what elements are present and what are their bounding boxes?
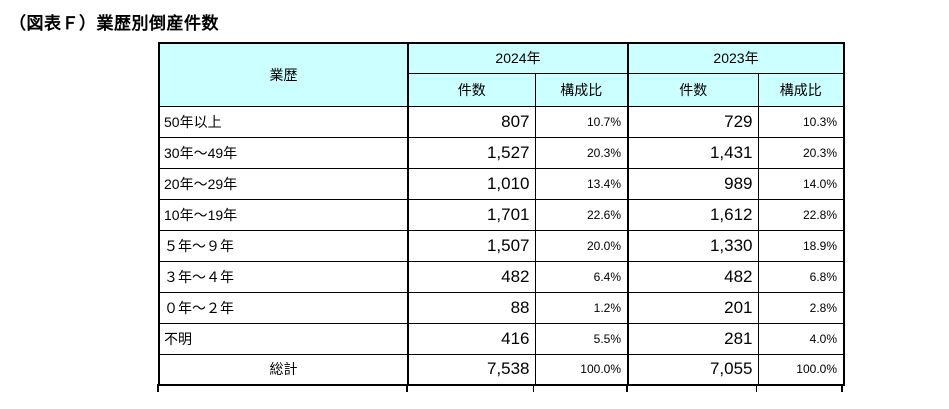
header-cell-year-2023: 2023年: [627, 42, 845, 74]
cases-2024-cell: 482: [407, 260, 536, 293]
share-2024-cell: 10.7%: [534, 105, 629, 138]
row-label-cell: 50年以上: [158, 105, 409, 138]
row-label-cell: ３年～４年: [158, 260, 409, 293]
share-2024-cell: 5.5%: [534, 322, 629, 355]
table-row: ０年～２年 88 1.2% 201 2.8%: [158, 291, 845, 324]
row-label-cell: ０年～２年: [158, 291, 409, 324]
cases-2024-cell: 88: [407, 291, 536, 324]
total-share-2024-cell: 100.0%: [534, 353, 629, 386]
table-header: 業歴 2024年 2023年 件数 構成比 件数 構成比: [158, 42, 845, 107]
cases-2023-cell: 1,330: [627, 229, 759, 262]
share-2023-cell: 10.3%: [757, 105, 845, 138]
cropped-border-stub: [533, 384, 534, 392]
table-row: 10年～19年 1,701 22.6% 1,612 22.8%: [158, 198, 845, 231]
share-2024-cell: 6.4%: [534, 260, 629, 293]
table-header-row-years: 業歴 2024年 2023年: [158, 42, 845, 107]
cases-2024-cell: 1,701: [407, 198, 536, 231]
header-cell-cases-2024: 件数: [407, 72, 536, 107]
cases-2024-cell: 807: [407, 105, 536, 138]
cases-2023-cell: 729: [627, 105, 759, 138]
total-share-2023-cell: 100.0%: [757, 353, 845, 386]
share-2024-cell: 20.3%: [534, 136, 629, 169]
row-label-cell: 不明: [158, 322, 409, 355]
header-cell-cases-2023: 件数: [627, 72, 759, 107]
cases-2024-cell: 1,527: [407, 136, 536, 169]
share-2023-cell: 4.0%: [757, 322, 845, 355]
table-row: ３年～４年 482 6.4% 482 6.8%: [158, 260, 845, 293]
share-2023-cell: 18.9%: [757, 229, 845, 262]
share-2023-cell: 14.0%: [757, 167, 845, 200]
table-row: 50年以上 807 10.7% 729 10.3%: [158, 105, 845, 138]
share-2024-cell: 22.6%: [534, 198, 629, 231]
share-2024-cell: 20.0%: [534, 229, 629, 262]
cases-2024-cell: 1,010: [407, 167, 536, 200]
bankruptcy-by-business-age-table: 業歴 2024年 2023年 件数 構成比 件数 構成比 50年以上 807 1…: [158, 42, 845, 386]
table-row: 30年～49年 1,527 20.3% 1,431 20.3%: [158, 136, 845, 169]
cases-2024-cell: 1,507: [407, 229, 536, 262]
table-body: 50年以上 807 10.7% 729 10.3% 30年～49年 1,527 …: [158, 105, 845, 386]
share-2024-cell: 13.4%: [534, 167, 629, 200]
cases-2023-cell: 989: [627, 167, 759, 200]
cases-2023-cell: 201: [627, 291, 759, 324]
share-2024-cell: 1.2%: [534, 291, 629, 324]
table-header-row-measures: 件数 構成比 件数 構成比: [159, 72, 845, 107]
cropped-border-stub: [157, 384, 159, 392]
cases-2023-cell: 1,431: [627, 136, 759, 169]
page-title: （図表Ｆ）業歴別倒産件数: [9, 14, 219, 33]
table-total-row: 総計 7,538 100.0% 7,055 100.0%: [158, 353, 845, 386]
cases-2023-cell: 1,612: [627, 198, 759, 231]
table-row: 不明 416 5.5% 281 4.0%: [158, 322, 845, 355]
cropped-border-stub: [626, 384, 628, 392]
share-2023-cell: 6.8%: [757, 260, 845, 293]
header-cell-share-2024: 構成比: [534, 72, 629, 107]
total-cases-2024-cell: 7,538: [407, 353, 536, 386]
row-label-cell: 10年～19年: [158, 198, 409, 231]
cases-2023-cell: 281: [627, 322, 759, 355]
row-label-cell: 20年～29年: [158, 167, 409, 200]
header-cell-year-2024: 2024年: [407, 42, 629, 74]
total-cases-2023-cell: 7,055: [627, 353, 759, 386]
row-label-cell: ５年～９年: [158, 229, 409, 262]
cases-2024-cell: 416: [407, 322, 536, 355]
share-2023-cell: 20.3%: [757, 136, 845, 169]
cropped-border-stub: [841, 384, 843, 392]
row-label-cell: 30年～49年: [158, 136, 409, 169]
cropped-border-stub: [406, 384, 408, 392]
table-row: 20年～29年 1,010 13.4% 989 14.0%: [158, 167, 845, 200]
total-label-cell: 総計: [158, 353, 409, 386]
share-2023-cell: 22.8%: [757, 198, 845, 231]
header-cell-business-age: 業歴: [158, 42, 409, 107]
header-cell-share-2023: 構成比: [757, 72, 845, 107]
cropped-border-stub: [756, 384, 757, 392]
cases-2023-cell: 482: [627, 260, 759, 293]
share-2023-cell: 2.8%: [757, 291, 845, 324]
table-row: ５年～９年 1,507 20.0% 1,330 18.9%: [158, 229, 845, 262]
